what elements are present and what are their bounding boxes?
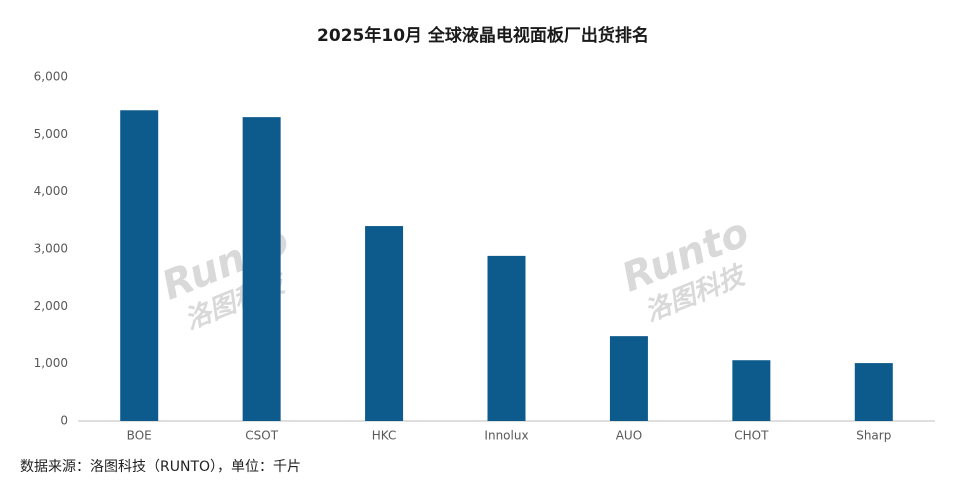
source-note: 数据来源：洛图科技（RUNTO），单位：千片 [20, 459, 301, 475]
x-tick-label: BOE [127, 429, 152, 443]
x-tick-label: AUO [616, 429, 642, 443]
y-tick-label: 2,000 [34, 299, 68, 313]
bar [242, 117, 281, 421]
bar [732, 360, 771, 421]
watermark: Runto 洛图科技 [156, 217, 296, 335]
x-tick-label: Innolux [484, 429, 528, 443]
watermark: Runto 洛图科技 [616, 209, 756, 327]
y-tick-label: 0 [60, 414, 68, 428]
bar [365, 226, 404, 421]
bar [609, 336, 648, 421]
y-tick-label: 4,000 [34, 184, 68, 198]
y-tick-label: 5,000 [34, 127, 68, 141]
chart-title: 2025年10月 全球液晶电视面板厂出货排名 [317, 25, 649, 46]
bar [854, 363, 893, 421]
bar [120, 110, 159, 422]
y-tick-label: 6,000 [34, 70, 68, 84]
x-tick-label: HKC [372, 429, 397, 443]
bar [487, 255, 526, 421]
x-tick-label: CSOT [245, 429, 278, 443]
x-tick-label: CHOT [734, 429, 769, 443]
x-tick-label: Sharp [856, 429, 891, 443]
y-tick-label: 1,000 [34, 356, 68, 370]
y-tick-label: 3,000 [34, 242, 68, 256]
